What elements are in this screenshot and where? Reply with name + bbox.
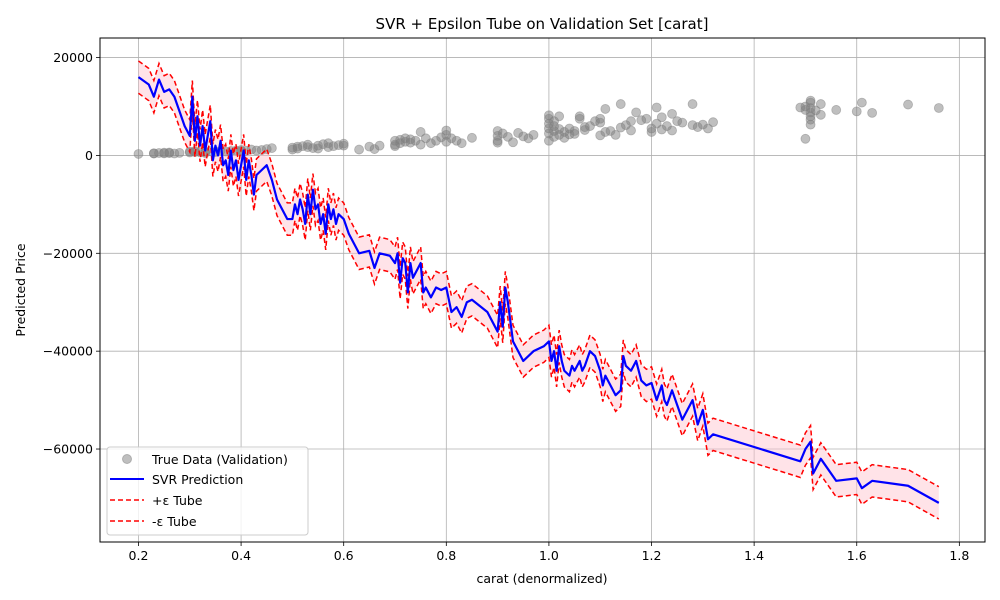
scatter-point — [856, 97, 867, 108]
chart-title: SVR + Epsilon Tube on Validation Set [ca… — [376, 15, 709, 33]
x-tick-label: 0.6 — [334, 548, 354, 563]
scatter-point — [851, 106, 862, 117]
scatter-point — [805, 95, 816, 106]
y-tick-label: 0 — [85, 148, 93, 163]
scatter-point — [656, 112, 667, 123]
upper-epsilon-tube-line — [138, 60, 940, 488]
y-tick-label: −40000 — [43, 344, 93, 359]
scatter-point — [354, 144, 364, 155]
y-tick-label: −60000 — [43, 442, 93, 457]
tube-fill-area — [138, 60, 939, 520]
scatter-point — [615, 99, 626, 109]
x-tick-label: 1.0 — [539, 548, 559, 563]
svr-prediction-line — [137, 76, 940, 504]
scatter-point — [456, 138, 467, 149]
scatter-point — [174, 147, 185, 158]
scatter-point — [626, 125, 636, 136]
scatter-point — [903, 99, 913, 110]
scatter-point — [677, 117, 688, 128]
scatter-point — [492, 137, 503, 148]
scatter-point — [338, 138, 349, 149]
y-axis-label: Predicted Price — [13, 243, 28, 336]
x-tick-label: 0.8 — [436, 548, 456, 563]
scatter-point — [805, 114, 816, 125]
scatter-point — [667, 125, 677, 136]
legend-label-prediction: SVR Prediction — [152, 472, 243, 487]
scatter-point — [441, 125, 452, 136]
scatter-point — [687, 99, 698, 109]
scatter-points — [133, 95, 944, 159]
scatter-point — [508, 137, 518, 148]
scatter-point — [631, 107, 642, 118]
series-lines — [137, 60, 940, 520]
scatter-point — [651, 102, 662, 113]
scatter-point — [800, 133, 811, 144]
y-tick-label: 20000 — [53, 50, 93, 65]
legend-box — [106, 446, 309, 536]
scatter-point — [415, 127, 426, 137]
scatter-point — [266, 143, 277, 153]
legend: True Data (Validation) SVR Prediction +ε… — [106, 446, 309, 536]
scatter-point — [815, 99, 826, 109]
x-tick-label: 1.2 — [642, 548, 662, 563]
x-tick-label: 1.4 — [744, 548, 764, 563]
x-tick-label: 1.6 — [847, 548, 867, 563]
legend-label-lower-tube: -ε Tube — [152, 514, 197, 529]
x-tick-label: 1.8 — [949, 548, 969, 563]
axis-ticks: 0.2 0.4 0.6 0.8 1.0 1.2 1.4 1.6 1.8 −60000 −40000 −… — [43, 50, 970, 563]
scatter-point — [569, 129, 580, 139]
scatter-point — [600, 104, 611, 114]
scatter-point — [626, 116, 636, 127]
scatter-point — [933, 103, 944, 113]
y-tick-label: −20000 — [43, 246, 93, 261]
scatter-point — [554, 111, 565, 122]
plot-frame — [99, 37, 986, 543]
scatter-point — [867, 107, 878, 118]
scatter-point — [641, 113, 652, 124]
x-tick-label: 0.2 — [129, 548, 149, 563]
scatter-point — [667, 108, 677, 119]
scatter-point — [133, 149, 144, 159]
scatter-point — [467, 132, 477, 143]
grid — [100, 38, 985, 542]
scatter-point — [574, 111, 585, 122]
scatter-point — [415, 139, 426, 150]
lower-epsilon-tube-line — [138, 92, 940, 520]
scatter-point — [374, 140, 385, 151]
legend-label-true-data: True Data (Validation) — [151, 452, 288, 467]
scatter-point — [815, 109, 826, 120]
scatter-point — [703, 123, 713, 134]
legend-label-upper-tube: +ε Tube — [152, 493, 203, 508]
x-axis-label: carat (denormalized) — [476, 571, 607, 586]
scatter-point — [595, 117, 606, 128]
scatter-point — [708, 117, 718, 128]
epsilon-tube-fill — [138, 60, 939, 520]
legend-marker-scatter — [122, 454, 132, 464]
scatter-point — [528, 129, 539, 140]
x-tick-label: 0.4 — [231, 548, 251, 563]
scatter-point — [610, 129, 621, 140]
scatter-point — [831, 105, 842, 115]
